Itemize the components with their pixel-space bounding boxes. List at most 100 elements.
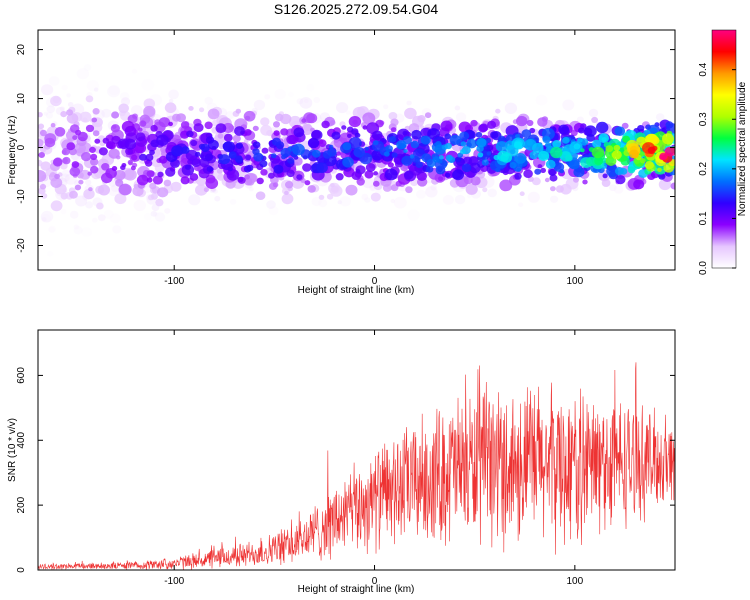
spectrogram-cell	[217, 133, 224, 139]
spectrogram-cell	[498, 135, 506, 143]
spectrogram-cell	[46, 105, 56, 114]
spectrogram-cell	[112, 225, 122, 234]
spectrogram-cell	[244, 174, 251, 180]
spectrogram-cell	[361, 176, 375, 189]
spectrogram-cell	[39, 183, 47, 190]
spectrogram-cell	[66, 113, 79, 124]
spectrogram-cell	[39, 129, 47, 137]
spectrogram-cell	[650, 136, 660, 145]
spectrogram-cell	[370, 192, 381, 202]
x-tick-label: -100	[164, 276, 184, 287]
spectrogram-cell	[396, 140, 407, 150]
spectrogram-cell	[550, 146, 563, 159]
spectrogram-cell	[127, 159, 133, 165]
spectrogram-cell	[287, 157, 295, 164]
spectrogram-cell	[90, 165, 99, 174]
spectrogram-cell	[273, 121, 280, 128]
spectrogram-cell	[246, 164, 254, 172]
y-tick-label: -20	[16, 238, 27, 253]
spectrogram-cell	[614, 126, 626, 136]
spectrogram-cell	[41, 214, 51, 223]
spectrogram-cell	[354, 132, 361, 138]
spectrogram-cell	[568, 159, 580, 170]
spectrogram-cell	[406, 100, 412, 106]
spectrogram-cell	[50, 177, 63, 188]
spectrogram-cell	[353, 147, 366, 158]
spectrogram-cell	[455, 112, 467, 122]
spectrogram-cell	[449, 134, 461, 145]
spectrogram-cell	[60, 173, 70, 182]
spectrogram-cell	[48, 225, 57, 233]
spectrogram-cell	[109, 213, 121, 224]
spectrogram-cell	[92, 130, 100, 137]
spectrogram-cell	[180, 176, 190, 185]
spectrogram-cell	[424, 112, 432, 119]
spectrogram-cell	[430, 184, 437, 191]
spectrogram-cell	[234, 155, 243, 163]
spectrogram-cell	[550, 195, 559, 203]
spectrogram-cell	[270, 153, 277, 159]
spectrogram-cell	[244, 129, 252, 136]
spectrogram-cell	[41, 84, 54, 96]
spectrogram-cell	[61, 84, 68, 91]
snr-frame	[37, 329, 676, 571]
spectrogram-cell	[235, 108, 241, 114]
spectrogram-cell	[622, 135, 630, 143]
spectrogram-cell	[81, 152, 92, 162]
spectrogram-cell	[181, 146, 190, 154]
spectrogram-cell	[194, 151, 201, 157]
spectrogram-cell	[259, 160, 268, 168]
spectrogram-cell	[143, 212, 152, 221]
spectrogram-cell	[155, 198, 164, 207]
y-tick-label: 600	[16, 367, 27, 384]
spectrogram-cell	[401, 155, 413, 166]
spectrogram-cell	[318, 199, 328, 208]
spectrogram-cell	[110, 124, 120, 133]
spectrogram-cell	[131, 154, 138, 161]
spectrogram-cell	[292, 143, 305, 156]
spectrogram-cell	[83, 188, 95, 200]
spectrogram-cell	[217, 173, 225, 181]
spectrogram-cell	[555, 185, 564, 193]
spectrogram-cell	[164, 208, 171, 214]
spectrogram-cell	[216, 168, 223, 174]
spectrogram-cell	[119, 92, 130, 101]
spectrogram-cell	[495, 108, 501, 114]
spectrogram-cell	[96, 202, 104, 210]
spectrogram-cell	[445, 172, 451, 178]
spectrogram-cell	[301, 118, 307, 123]
spectrogram-cell	[75, 195, 88, 207]
spectrogram-cell	[605, 145, 614, 153]
spectrogram-cell	[411, 129, 422, 140]
spectrogram-cell	[627, 166, 636, 174]
spectrogram-cell	[518, 202, 524, 207]
spectrogram-cell	[500, 152, 512, 163]
spectrogram-cell	[108, 148, 120, 159]
spectrogram-cell	[486, 151, 492, 156]
spectrogram-cell	[470, 176, 481, 186]
spectrogram-cell	[482, 187, 488, 193]
spectrogram-cell	[81, 227, 93, 237]
spectrogram-cell	[296, 174, 303, 181]
spectrogram-cell	[499, 179, 513, 192]
spectrogram-cell	[537, 117, 548, 127]
colorbar-tick-label: 0.4	[698, 62, 709, 76]
spectrogram-cell	[50, 200, 63, 212]
spectrogram-cell	[657, 167, 662, 172]
spectrogram-cell	[260, 169, 268, 176]
colorbar-tick-label: 0.2	[698, 161, 709, 175]
colorbar-tick-label: 0.1	[698, 211, 709, 225]
spectrogram-cell	[54, 127, 66, 137]
spectrogram-cell	[199, 107, 205, 113]
spectrogram-cell	[306, 83, 315, 92]
spectrogram-cell	[441, 160, 448, 167]
spectrogram-cell	[466, 138, 478, 149]
spectrogram-cell	[438, 176, 444, 182]
spectrogram-cell	[114, 170, 126, 181]
spectrogram-cell	[163, 179, 172, 187]
spectrogram-cell	[204, 153, 214, 162]
spectrogram-cell	[487, 120, 497, 129]
spectrogram-cell	[41, 193, 48, 199]
spectrogram-cell	[384, 151, 390, 157]
spectrogram-cell	[461, 163, 472, 173]
